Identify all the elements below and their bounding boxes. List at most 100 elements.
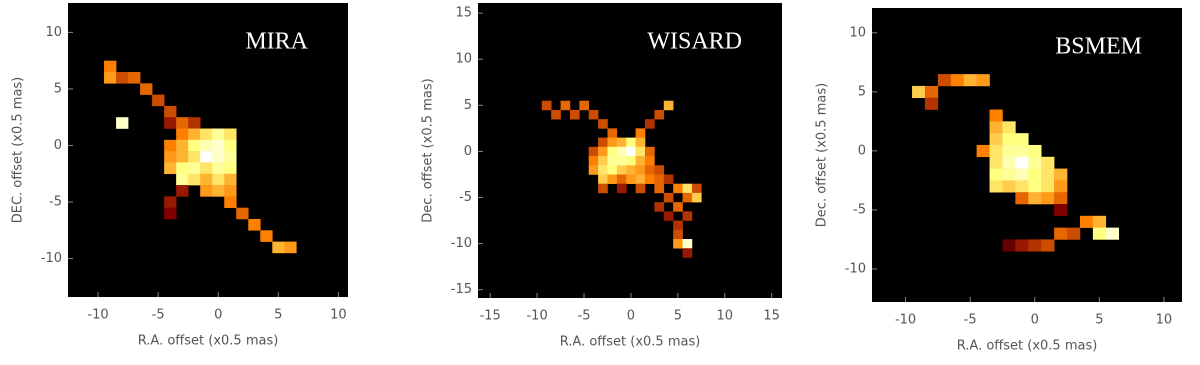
heatmap-cell — [598, 174, 608, 184]
heatmap-cell — [164, 105, 177, 118]
heatmap-cell — [188, 151, 201, 163]
heatmap-cell — [200, 185, 213, 197]
heatmap-cell — [626, 146, 636, 157]
heatmap-cell — [1015, 168, 1029, 181]
heatmap-cell — [1054, 180, 1068, 193]
heatmap-cell — [682, 239, 693, 249]
heatmap-cell — [607, 137, 618, 148]
heatmap-cell — [682, 192, 693, 203]
x-tick-label: 5 — [1095, 313, 1103, 328]
x-tick-label: 5 — [674, 309, 682, 324]
heatmap-cell — [224, 196, 237, 208]
heatmap-cell — [598, 119, 608, 129]
x-tick-label: -10 — [87, 308, 108, 323]
heatmap-cell — [963, 74, 977, 87]
heatmap-cell — [607, 146, 618, 157]
heatmap-cell — [1028, 156, 1042, 169]
x-tick-label: -5 — [152, 308, 165, 323]
heatmap-cell — [673, 229, 683, 240]
heatmap-cell — [551, 109, 561, 120]
heatmap-cell — [1041, 239, 1055, 252]
heatmap-cell — [1002, 168, 1016, 181]
x-tick-label: 0 — [1031, 313, 1039, 328]
x-tick-label: 10 — [716, 309, 733, 324]
heatmap-cell — [924, 97, 939, 110]
heatmap-cell — [1028, 144, 1042, 158]
heatmap-cell — [989, 121, 1003, 134]
heatmap-cell — [989, 109, 1003, 122]
chart-title: WISARD — [647, 29, 742, 55]
heatmap-cell — [200, 162, 213, 175]
heatmap-cell — [224, 139, 237, 152]
heatmap-cell — [635, 137, 646, 148]
heatmap-cell — [1041, 192, 1055, 205]
heatmap-cell — [607, 165, 618, 175]
heatmap-cell — [691, 183, 702, 194]
heatmap-cell — [682, 248, 693, 258]
heatmap-cell — [635, 156, 646, 166]
heatmap-cell — [1054, 192, 1068, 205]
heatmap-cell — [188, 128, 201, 141]
heatmap-cell — [607, 174, 618, 184]
x-tick-label: 0 — [627, 309, 635, 324]
y-axis-label: DEC. offset (x0.5 mas) — [11, 77, 26, 224]
heatmap-cell — [1028, 192, 1042, 205]
heatmap-cell — [598, 183, 608, 194]
x-tick-label: 15 — [763, 309, 780, 324]
heatmap-cell — [116, 117, 129, 129]
heatmap-cell — [663, 100, 674, 111]
heatmap-cell — [560, 100, 571, 111]
heatmap-cell — [989, 180, 1003, 193]
heatmap-cell — [224, 151, 237, 163]
heatmap-cell — [682, 211, 693, 221]
heatmap-cell — [663, 211, 674, 221]
x-tick-label: 10 — [330, 308, 347, 323]
heatmap-cell — [588, 146, 599, 157]
heatmap-cell — [989, 144, 1003, 158]
heatmap-cell — [1041, 180, 1055, 193]
heatmap-cell — [1054, 204, 1068, 217]
x-tick-label: -15 — [480, 309, 501, 324]
x-tick-label: 5 — [274, 308, 282, 323]
heatmap-cell — [541, 100, 552, 111]
heatmap-cell — [176, 128, 189, 141]
heatmap-cell — [626, 137, 636, 148]
heatmap-cell — [128, 71, 141, 84]
y-tick-label: 5 — [54, 81, 62, 96]
heatmap-cell — [654, 109, 665, 120]
y-tick-label: 0 — [54, 138, 62, 153]
heatmap-cell — [598, 156, 608, 166]
heatmap-cell — [616, 146, 627, 157]
x-axis-label: R.A. offset (x0.5 mas) — [957, 339, 1098, 354]
heatmap-cell — [212, 185, 225, 197]
heatmap-cell — [912, 85, 926, 99]
heatmap-cell — [1028, 239, 1042, 252]
heatmap-cell — [248, 218, 261, 231]
heatmap-cell — [1002, 133, 1016, 146]
x-tick-label: -5 — [964, 313, 977, 328]
heatmap-cell — [989, 168, 1003, 181]
heatmap-cell — [616, 137, 627, 148]
heatmap-cell — [236, 207, 249, 220]
heatmap-cell — [663, 192, 674, 203]
heatmap-cell — [1105, 227, 1120, 240]
chart-title: BSMEM — [1055, 34, 1142, 60]
heatmap-cell — [682, 183, 693, 194]
heatmap-cell — [164, 162, 177, 175]
heatmap-cell — [104, 71, 117, 84]
heatmap-cell — [164, 196, 177, 208]
heatmap-cell — [212, 128, 225, 141]
y-tick-label: 0 — [858, 143, 866, 158]
y-axis-label: Dec. offset (x0.5 mas) — [815, 83, 830, 227]
heatmap-cell — [176, 173, 189, 186]
heatmap-cell — [1015, 156, 1029, 169]
heatmap-cell — [284, 241, 297, 254]
heatmap-cell — [989, 133, 1003, 146]
heatmap-cell — [654, 183, 665, 194]
y-tick-label: -5 — [459, 190, 472, 205]
heatmap-cell — [224, 128, 237, 141]
heatmap-cell — [176, 139, 189, 152]
heatmap-cell — [1002, 239, 1016, 252]
heatmap-cell — [188, 173, 201, 186]
heatmap-cell — [224, 185, 237, 197]
